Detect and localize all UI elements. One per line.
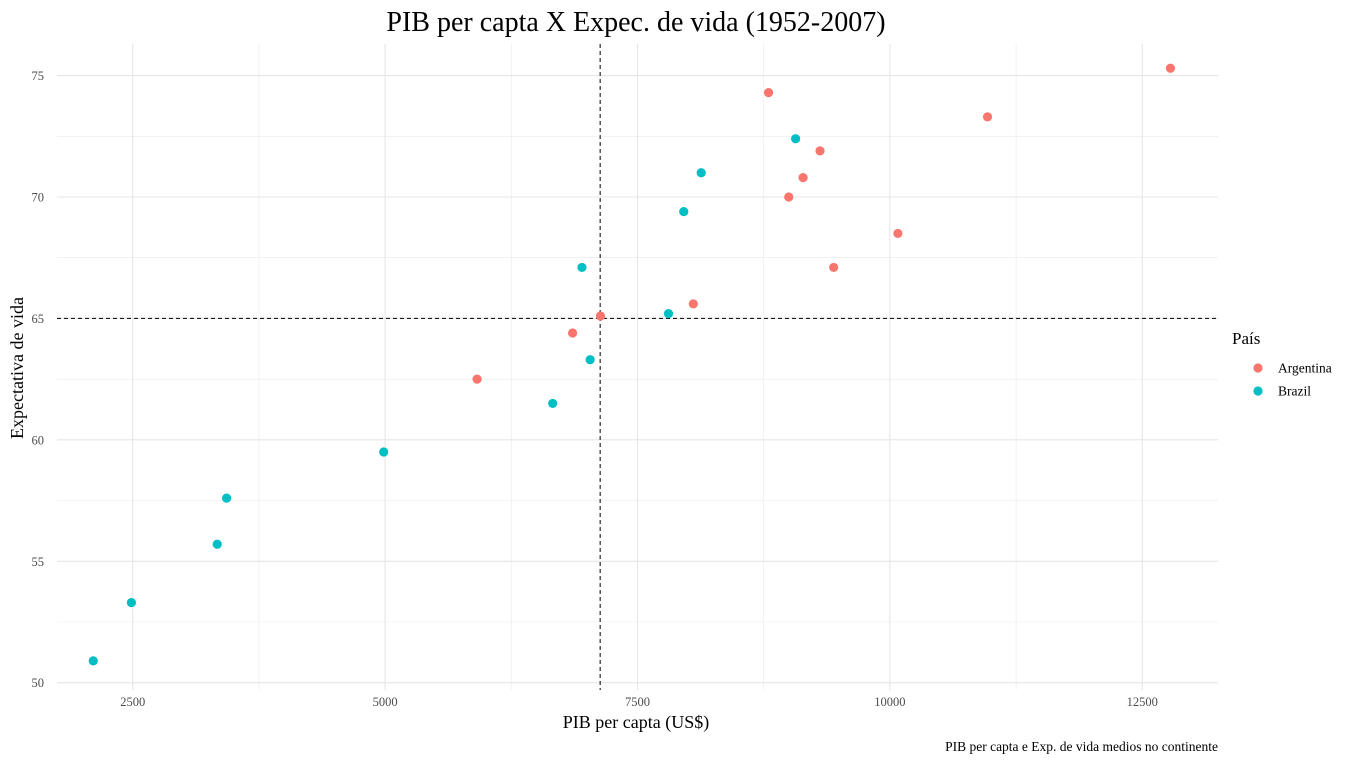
x-axis-ticks: 2500 5000 7500 10000 12500 (120, 695, 1158, 709)
point-brazil (222, 493, 232, 503)
point-argentina (472, 374, 482, 384)
y-tick-label: 50 (32, 676, 45, 690)
point-brazil (696, 168, 706, 178)
legend: País Argentina Brazil (1232, 329, 1332, 399)
y-axis-ticks: 50 55 60 65 70 75 (32, 69, 45, 690)
point-argentina (763, 87, 774, 98)
chart-caption: PIB per capta e Exp. de vida medios no c… (945, 739, 1218, 754)
point-brazil (126, 597, 137, 608)
reference-lines (57, 44, 1218, 690)
x-tick-label: 7500 (625, 695, 650, 709)
legend-items: Argentina Brazil (1253, 361, 1332, 399)
point-brazil (212, 539, 222, 549)
point-brazil (663, 308, 674, 319)
legend-label-brazil: Brazil (1278, 384, 1311, 399)
x-tick-label: 5000 (373, 695, 398, 709)
point-argentina (1165, 63, 1176, 73)
point-brazil (585, 355, 595, 365)
point-brazil (88, 656, 98, 666)
point-brazil (379, 447, 389, 457)
point-brazil (790, 134, 801, 144)
point-argentina (982, 112, 993, 122)
point-argentina (595, 311, 606, 321)
legend-key-argentina (1253, 363, 1263, 373)
point-argentina (798, 172, 808, 183)
major-gridlines (57, 44, 1218, 690)
legend-title: País (1232, 329, 1260, 348)
y-tick-label: 65 (32, 312, 45, 326)
point-brazil (548, 398, 558, 409)
legend-label-argentina: Argentina (1278, 361, 1332, 376)
y-tick-label: 60 (32, 433, 45, 447)
y-axis-label: Expectativa de vida (7, 297, 27, 439)
y-tick-label: 70 (32, 191, 45, 205)
point-argentina (688, 299, 698, 309)
point-argentina (829, 262, 839, 273)
point-brazil (679, 206, 689, 217)
y-tick-label: 55 (32, 555, 45, 569)
x-tick-label: 10000 (874, 695, 905, 709)
data-points (88, 63, 1176, 666)
x-tick-label: 12500 (1127, 695, 1158, 709)
point-argentina (784, 192, 794, 202)
chart-title: PIB per capta X Expec. de vida (1952-200… (386, 7, 885, 38)
point-argentina (567, 328, 578, 338)
x-axis-label: PIB per capta (US$) (563, 712, 709, 733)
x-tick-label: 2500 (120, 695, 145, 709)
point-brazil (577, 262, 587, 273)
y-tick-label: 75 (32, 69, 45, 83)
point-argentina (893, 228, 903, 239)
point-argentina (815, 146, 825, 156)
legend-key-brazil (1253, 386, 1263, 396)
